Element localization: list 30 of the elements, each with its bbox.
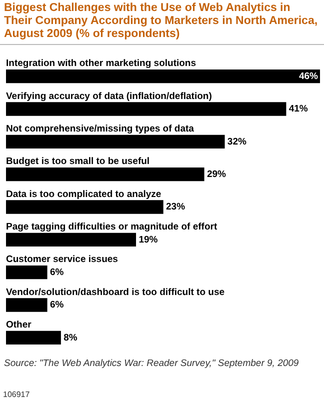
bar <box>6 298 48 312</box>
bar <box>6 266 48 280</box>
y-tick-label: Other <box>6 320 32 331</box>
data-label: 6% <box>50 300 64 311</box>
data-label: 19% <box>138 234 158 246</box>
data-label: 32% <box>227 136 247 148</box>
chart-title: Biggest Challenges with the Use of Web Analytics in Their Company According to Marketers in North America, August 2009 (% of respondents) <box>4 2 319 41</box>
bar <box>6 330 61 344</box>
y-tick-label: Customer service issues <box>6 254 118 266</box>
bar <box>6 200 164 214</box>
y-tick-label: Budget is too small to be useful <box>6 156 150 168</box>
data-label: 8% <box>64 332 78 344</box>
y-tick-label: Vendor/solution/dashboard is too difficult to use <box>6 286 225 298</box>
data-label: 46% <box>298 70 319 82</box>
bar <box>6 168 204 182</box>
data-label: 29% <box>206 168 227 180</box>
bar <box>6 70 320 84</box>
text: 106917 <box>3 390 30 399</box>
bar <box>6 134 225 148</box>
data-label: 41% <box>288 104 308 115</box>
y-tick-label: Not comprehensive/missing types of data <box>6 124 195 135</box>
data-label: 23% <box>166 202 186 213</box>
bar <box>6 232 136 246</box>
source-note: Source: "The Web Analytics War: Reader Survey," September 9, 2009 <box>4 358 300 369</box>
bar <box>6 102 286 116</box>
y-tick-label: Page tagging difficulties or magnitude of effort <box>6 222 218 233</box>
y-tick-label: Data is too complicated to analyze <box>6 188 162 200</box>
data-label: 6% <box>50 266 64 278</box>
y-tick-label: Integration with other marketing solutions <box>6 58 196 70</box>
y-tick-label: Verifying accuracy of data (inflation/deflation) <box>6 90 212 102</box>
